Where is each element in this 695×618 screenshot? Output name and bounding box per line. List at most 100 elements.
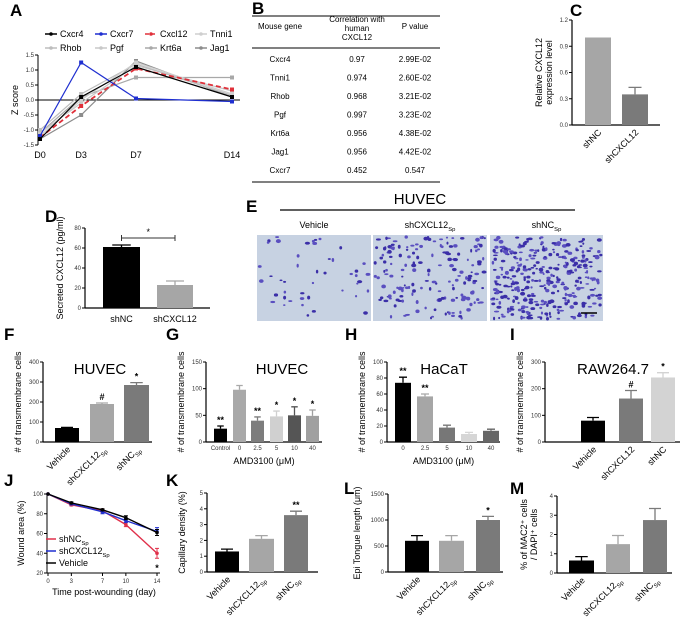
panel-l-x-tick-label-main: shNC [465, 579, 488, 602]
stained-cell [544, 247, 548, 251]
panel-j-data-point [124, 522, 128, 527]
stained-cell [306, 314, 310, 317]
stained-cell [545, 317, 550, 321]
panel-d-bar [103, 247, 140, 308]
stained-cell [416, 255, 420, 260]
panel-f-y-tick-label: 200 [29, 400, 40, 406]
panel-h-y-tick-label: 20 [376, 424, 383, 430]
stained-cell [399, 294, 404, 298]
stained-cell [530, 294, 536, 297]
stained-cell [375, 246, 379, 250]
panel-i-x-tick-label-main: shCXCL12 [599, 444, 637, 482]
panel-j-legend-label-subscript: Sp [103, 553, 110, 559]
stained-cell [500, 313, 504, 316]
stained-cell [354, 294, 358, 298]
stained-cell [398, 253, 402, 258]
stained-cell [493, 251, 499, 254]
stained-cell [318, 237, 322, 241]
panel-a-data-point [230, 75, 234, 80]
table-header-cell: Mouse gene [258, 22, 303, 31]
stained-cell [470, 248, 473, 253]
panel-j-legend-label-main: Vehicle [59, 558, 88, 568]
stained-cell [543, 286, 547, 290]
stained-cell [445, 252, 452, 256]
panel-j-legend-label-main: shNC [59, 534, 82, 544]
stained-cell [470, 290, 475, 295]
stained-cell [479, 243, 483, 248]
stained-cell [528, 314, 533, 317]
panel-k-error-bar [255, 535, 268, 539]
table-cell: 2.99E-02 [399, 55, 432, 64]
panel-g-x-tick-label: 2.5 [253, 446, 262, 452]
stained-cell [410, 244, 415, 247]
stained-cell [574, 268, 578, 272]
panel-l-error-bar [411, 534, 423, 541]
panel-k-x-tick-label-subscript: Sp [260, 579, 269, 588]
stained-cell [534, 249, 538, 252]
stained-cell [578, 264, 583, 266]
panel-d-significance-bracket [121, 235, 176, 241]
stained-cell [510, 285, 513, 288]
stained-cell [522, 241, 527, 246]
stained-cell [542, 272, 545, 276]
stained-cell [473, 301, 476, 305]
stained-cell [555, 252, 560, 257]
stained-cell [569, 258, 576, 262]
stained-cell [596, 238, 602, 242]
stained-cell [388, 297, 392, 300]
panel-i-x-tick-label: Vehicle [571, 444, 599, 472]
stained-cell [559, 237, 563, 242]
stained-cell [492, 268, 497, 271]
stained-cell [520, 288, 525, 292]
stained-cell [584, 258, 587, 263]
panel-d-y-axis-label: Secreted CXCL12 (pg/ml) [55, 216, 65, 319]
stained-cell [581, 256, 585, 259]
panel-a-legend-marker [99, 32, 103, 36]
stained-cell [454, 278, 459, 282]
panel-l-x-tick-label: shNCSp [465, 574, 495, 604]
stained-cell [532, 254, 537, 257]
panel-a-data-point [79, 101, 84, 105]
panel-h-title: HaCaT [420, 361, 468, 378]
stained-cell [420, 286, 423, 290]
panel-m-y-tick-label: 1 [550, 552, 554, 558]
panel-l-error-bar [482, 515, 494, 520]
stained-cell [580, 240, 584, 243]
stained-cell [418, 261, 423, 264]
stained-cell [593, 287, 597, 290]
panel-d-error-bar [112, 244, 131, 247]
panel-j-x-tick-label: 3 [70, 579, 74, 585]
stained-cell [296, 254, 300, 258]
stained-cell [379, 256, 384, 260]
stained-cell [506, 276, 510, 279]
panel-a-legend-label: Cxcr7 [110, 29, 134, 39]
stained-cell [383, 260, 387, 264]
stained-cell [478, 301, 484, 304]
panel-j-legend-label: shNCSp [59, 534, 89, 547]
stained-cell [552, 305, 557, 309]
table-cell: Cxcr7 [270, 166, 291, 175]
stained-cell [389, 274, 394, 278]
stained-cell [557, 311, 560, 315]
stained-cell [523, 276, 527, 278]
table-cell: 0.956 [347, 129, 368, 138]
panel-a-data-point [38, 134, 42, 138]
panel-m-error-bar [575, 555, 588, 561]
stained-cell [587, 276, 590, 280]
stained-cell [581, 254, 586, 258]
stained-cell [492, 288, 498, 292]
stained-cell [549, 315, 552, 318]
panel-m-y-axis-label: % of MAC2⁺ cells [519, 499, 529, 570]
stained-cell [442, 251, 448, 254]
stained-cell [519, 257, 522, 262]
panel-g-bar [270, 416, 283, 442]
panel-k-y-axis-label: Capillary density (%) [177, 491, 187, 574]
stained-cell [457, 252, 461, 256]
stained-cell [389, 314, 393, 319]
stained-cell [494, 245, 499, 249]
stained-cell [572, 316, 577, 320]
panel-a-data-point [38, 131, 42, 135]
stained-cell [498, 301, 502, 305]
